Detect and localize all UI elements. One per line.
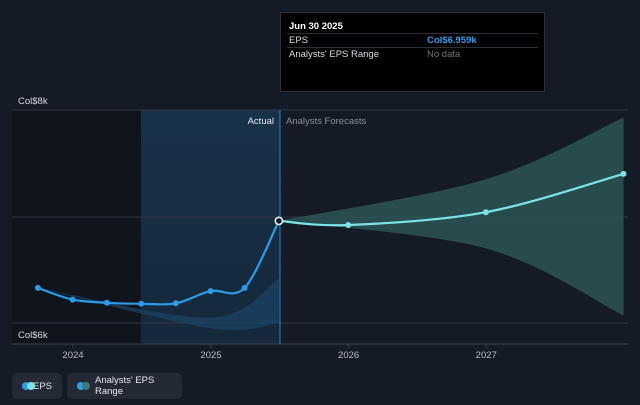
actual-section-label: Actual <box>248 116 274 127</box>
tooltip-range-value: No data <box>427 49 461 60</box>
tooltip-eps-value: Col$6.959k <box>427 35 477 46</box>
x-tick-label-2024: 2024 <box>62 350 83 361</box>
tooltip-row-eps: EPS Col$6.959k <box>287 33 538 48</box>
legend-range-button[interactable]: Analysts' EPS Range <box>67 373 182 399</box>
eps-forecast-point-1[interactable] <box>345 222 352 228</box>
range-legend-icon <box>77 382 90 390</box>
legend-eps-label: EPS <box>32 380 52 392</box>
past-region-dark <box>12 110 141 344</box>
forecast-section-label: Analysts Forecasts <box>286 116 366 127</box>
eps-forecast-line <box>278 172 624 227</box>
eps-actual-point-7[interactable] <box>274 216 284 226</box>
eps-actual-point-4[interactable] <box>172 300 179 307</box>
y-label-top: Col$8k <box>18 96 48 107</box>
tooltip-eps-label: EPS <box>289 35 309 46</box>
eps-actual-point-1[interactable] <box>69 296 76 303</box>
eps-actual-point-5[interactable] <box>207 288 214 295</box>
eps-forecast-point-3[interactable] <box>620 170 627 177</box>
eps-actual-point-6[interactable] <box>241 284 248 291</box>
eps-actual-point-2[interactable] <box>103 299 110 306</box>
legend-range-label: Analysts' EPS Range <box>94 375 155 397</box>
x-tick-label-2027: 2027 <box>476 350 497 361</box>
legend-eps-button[interactable]: EPS <box>12 373 62 399</box>
x-tick-label-2025: 2025 <box>200 350 221 361</box>
eps-legend-icon <box>22 382 35 390</box>
eps-actual-point-0[interactable] <box>34 284 41 291</box>
tooltip-row-range: Analysts' EPS Range No data <box>287 47 538 62</box>
eps-chart: Col$8k Col$6k Actual Analysts Forecasts … <box>12 96 628 361</box>
tooltip-date: Jun 30 2025 <box>289 21 343 32</box>
eps-actual-point-3[interactable] <box>138 300 145 307</box>
tooltip-range-label: Analysts' EPS Range <box>289 49 379 60</box>
y-label-bottom: Col$6k <box>18 330 48 341</box>
eps-forecast-point-2[interactable] <box>482 209 489 216</box>
x-tick-label-2026: 2026 <box>338 350 359 361</box>
tooltip: Jun 30 2025 EPS Col$6.959k Analysts' EPS… <box>280 12 545 92</box>
actual-range-band <box>37 278 279 331</box>
